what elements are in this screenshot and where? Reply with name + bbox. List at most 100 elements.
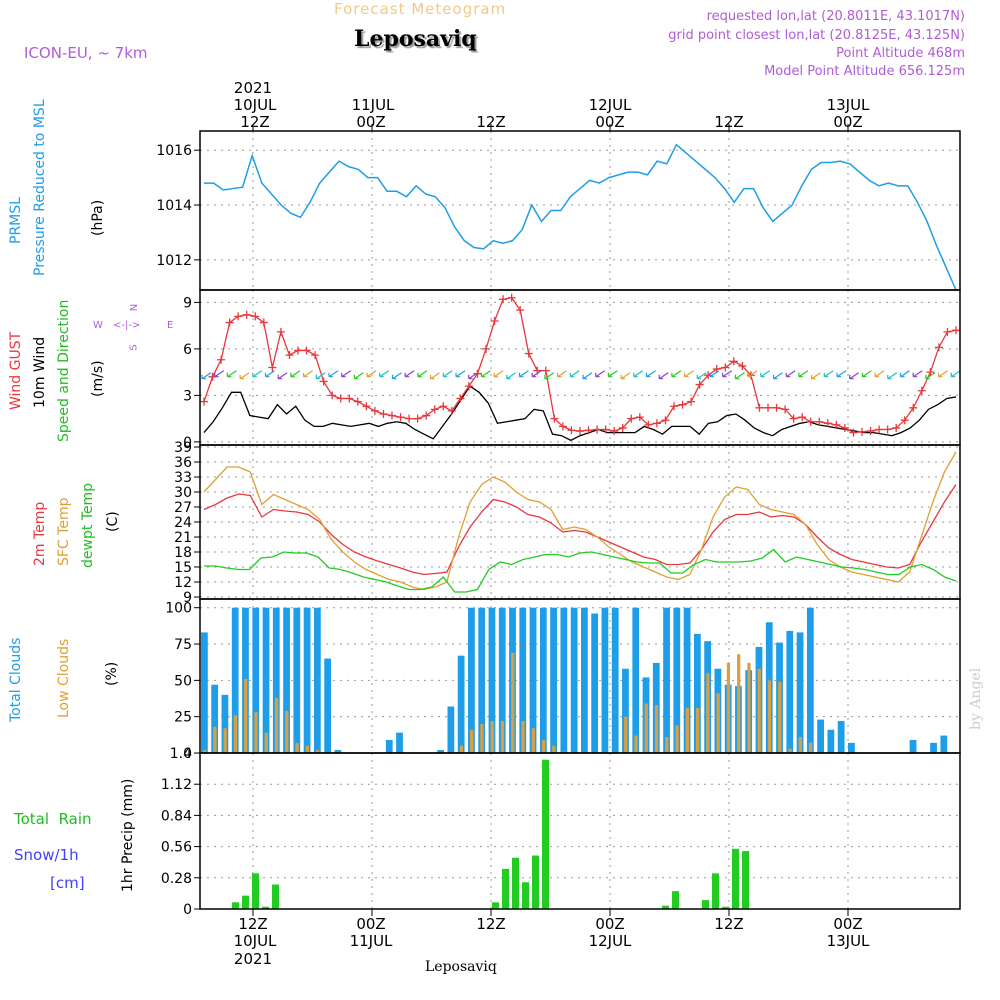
wind-dir-arrow [709, 370, 720, 378]
total-cloud-bar [447, 706, 455, 753]
total-cloud-bar [272, 607, 280, 753]
y-tick-label: 0.28 [161, 871, 192, 887]
wind-dir-arrow [341, 370, 352, 378]
top-time-12z-c: 12Z [714, 113, 744, 131]
low-cloud-bar [808, 742, 813, 753]
gust-marker [328, 391, 337, 400]
wind-dir-arrow [557, 370, 567, 378]
low-cloud-bar [295, 742, 299, 753]
wind-dir-arrow [874, 370, 885, 378]
y-tick-label: 39 [174, 440, 192, 456]
wind-dir-arrow [658, 372, 669, 380]
total-cloud-bar [211, 684, 219, 753]
wind-dir-arrow [671, 370, 682, 378]
gust-marker [729, 357, 738, 366]
gust-marker [302, 346, 311, 355]
wind-dir-arrow [455, 370, 466, 378]
total-cloud-bar [683, 607, 691, 753]
total-cloud-bar [560, 607, 568, 753]
bottom-time-12z-c: 12Z [714, 915, 744, 933]
low-cloud-bar [233, 715, 238, 753]
gust-marker [943, 327, 952, 336]
gust-marker [456, 394, 465, 403]
snow-label: Snow/1h [14, 846, 79, 864]
top-time-12z-a: 12Z [240, 113, 270, 131]
y-tick-label: 1012 [156, 253, 192, 269]
total-cloud-bar [796, 632, 804, 753]
total-cloud-bar [827, 729, 835, 753]
bottom-time-12z-b: 12Z [476, 915, 506, 933]
gust-marker [345, 394, 354, 403]
wind-dir-arrow [328, 370, 339, 378]
total-cloud-bar [663, 607, 670, 753]
gust-marker [541, 366, 550, 375]
top-time-00z-c: 00Z [833, 113, 863, 131]
top-time-12z-b: 12Z [476, 113, 506, 131]
location-title: Leposaviq [354, 26, 477, 52]
model-altitude: Model Point Altitude 656.125m [764, 64, 965, 79]
gust-marker [473, 369, 482, 378]
total-cloud-bar [498, 607, 506, 753]
wind-dir-arrow [531, 370, 542, 378]
top-time-00z-b: 00Z [595, 113, 625, 131]
gust-marker [806, 417, 815, 426]
low-cloud-bar [737, 654, 741, 753]
gust-marker [781, 405, 790, 414]
bottom-time-00z-b: 00Z [595, 915, 625, 933]
precip-bar [242, 895, 249, 909]
gust-marker [507, 293, 516, 302]
low-cloud-bar [695, 707, 700, 753]
gust-marker [840, 423, 849, 432]
wind-dir-arrow [290, 370, 301, 378]
gust-line [203, 297, 957, 434]
total-cloud-bar [632, 607, 640, 753]
wind-dir-arrow [480, 370, 491, 378]
requested-coords: requested lon,lat (20.8011E, 43.1017N) [706, 9, 965, 24]
total-cloud-bar [539, 607, 547, 753]
wind-dir-arrow [506, 372, 517, 380]
total-cloud-bar [786, 630, 794, 753]
wind-dir-arrow [582, 372, 593, 380]
total-cloud-bar [693, 633, 701, 753]
wind-dir-arrow [366, 370, 377, 378]
total-cloud-bar [611, 607, 619, 753]
total-cloud-bar [252, 607, 260, 753]
wind-dir-arrow [315, 372, 326, 380]
gust-marker [259, 318, 268, 327]
wind-dir-arrow [950, 370, 961, 378]
panel-frame [199, 130, 961, 291]
total-cloud-bar [221, 694, 229, 753]
gust-marker [883, 425, 892, 434]
wind-dir-arrow [684, 370, 694, 378]
gust-marker [217, 355, 226, 364]
total-cloud-bar [940, 735, 948, 753]
top-year: 2021 [233, 79, 273, 97]
precip-bar [712, 873, 719, 909]
gust-marker [251, 312, 260, 321]
y-tick-label: 27 [174, 500, 192, 516]
top-time-00z-a: 00Z [356, 113, 386, 131]
gust-marker [789, 414, 798, 423]
wind-dir-arrow [595, 370, 606, 378]
gust-marker [627, 414, 636, 423]
wind-dir-arrow [201, 372, 212, 380]
wind-dir-arrow [404, 370, 415, 378]
wind-dir-arrow [468, 372, 479, 380]
y-tick-label: 0 [183, 435, 192, 451]
y-tick-label: 21 [174, 530, 192, 546]
total-cloud-bar [488, 607, 496, 753]
gust-marker [934, 343, 943, 352]
gust-marker [601, 425, 610, 434]
total-rain-label: Total Rain [14, 810, 92, 828]
low-cloud-bar [767, 680, 772, 753]
gust-marker [917, 386, 926, 395]
gust-marker [695, 380, 704, 389]
y-tick-label: 24 [174, 515, 192, 531]
total-cloud-bar [570, 607, 578, 753]
bottom-time-12z-a: 12Z [238, 915, 268, 933]
total-cloud-bar [622, 668, 629, 753]
low-cloud-bar [541, 739, 546, 753]
low-cloud-bar [757, 668, 761, 753]
gust-marker [336, 394, 345, 403]
gust-marker [200, 397, 208, 406]
